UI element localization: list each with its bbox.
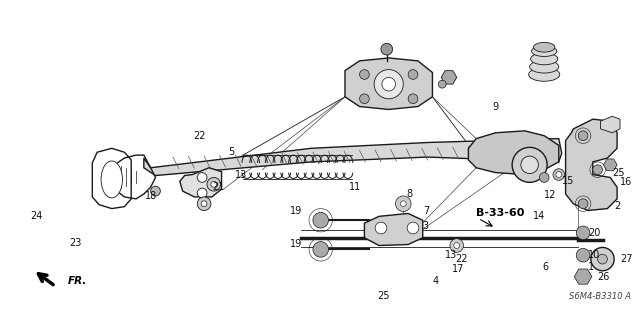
Polygon shape: [144, 139, 562, 175]
Polygon shape: [566, 119, 617, 211]
Text: 24: 24: [31, 211, 43, 221]
Text: 19: 19: [291, 206, 303, 217]
Text: 5: 5: [228, 147, 234, 157]
Polygon shape: [468, 131, 559, 174]
Circle shape: [381, 43, 392, 55]
Text: 13: 13: [235, 170, 248, 180]
Text: 18: 18: [145, 191, 157, 201]
Circle shape: [313, 212, 328, 228]
Text: 7: 7: [423, 206, 429, 217]
Circle shape: [578, 131, 588, 141]
Circle shape: [578, 199, 588, 209]
Polygon shape: [180, 168, 221, 197]
Circle shape: [201, 201, 207, 207]
Circle shape: [576, 249, 590, 262]
Text: 26: 26: [598, 271, 610, 282]
Text: FR.: FR.: [68, 277, 88, 286]
Circle shape: [598, 254, 607, 264]
Text: 15: 15: [562, 176, 574, 186]
Text: 27: 27: [620, 254, 632, 264]
Circle shape: [591, 248, 614, 271]
Circle shape: [454, 242, 460, 249]
Text: 20: 20: [588, 228, 600, 238]
Text: 17: 17: [452, 264, 464, 274]
Circle shape: [593, 165, 602, 174]
Text: 25: 25: [378, 291, 390, 301]
Circle shape: [150, 186, 161, 196]
Circle shape: [211, 182, 217, 187]
Circle shape: [197, 173, 207, 182]
Circle shape: [450, 239, 463, 252]
Text: 22: 22: [455, 254, 467, 264]
Text: 25: 25: [612, 167, 625, 178]
Ellipse shape: [532, 46, 557, 56]
Ellipse shape: [529, 68, 560, 81]
Circle shape: [438, 80, 446, 88]
Text: 22: 22: [193, 131, 205, 141]
Circle shape: [521, 156, 538, 174]
Text: 19: 19: [291, 239, 303, 249]
Text: 8: 8: [406, 189, 412, 199]
Text: 11: 11: [349, 182, 361, 192]
Text: 2: 2: [614, 201, 620, 211]
Polygon shape: [604, 159, 617, 171]
Circle shape: [382, 78, 396, 91]
Text: 23: 23: [70, 238, 82, 248]
Ellipse shape: [534, 42, 555, 52]
Circle shape: [408, 94, 418, 104]
Text: 13: 13: [445, 250, 458, 260]
Circle shape: [207, 177, 221, 191]
Circle shape: [313, 241, 328, 257]
Circle shape: [375, 222, 387, 234]
Circle shape: [360, 94, 369, 104]
Text: 3: 3: [423, 221, 429, 231]
Circle shape: [360, 70, 369, 79]
Circle shape: [408, 70, 418, 79]
Polygon shape: [441, 70, 457, 84]
Polygon shape: [600, 116, 620, 133]
Circle shape: [374, 70, 403, 99]
Ellipse shape: [531, 53, 558, 65]
Ellipse shape: [530, 60, 559, 73]
Circle shape: [197, 188, 207, 198]
Text: 10: 10: [588, 250, 600, 260]
Circle shape: [401, 201, 406, 207]
Circle shape: [197, 197, 211, 211]
Circle shape: [576, 226, 590, 240]
Text: B-33-60: B-33-60: [476, 208, 525, 219]
Circle shape: [553, 169, 564, 180]
Text: 12: 12: [544, 190, 557, 200]
Text: 21: 21: [212, 182, 224, 192]
Circle shape: [396, 196, 411, 211]
Text: 14: 14: [533, 211, 545, 221]
Text: S6M4-B3310 A: S6M4-B3310 A: [568, 292, 630, 300]
Circle shape: [556, 172, 562, 177]
Text: 6: 6: [542, 262, 548, 272]
Circle shape: [540, 173, 549, 182]
Circle shape: [512, 147, 547, 182]
Text: 1: 1: [588, 262, 594, 272]
Polygon shape: [574, 269, 592, 284]
Ellipse shape: [101, 161, 122, 198]
Polygon shape: [345, 58, 433, 109]
Text: 16: 16: [620, 177, 632, 187]
Text: 4: 4: [433, 277, 438, 286]
Circle shape: [407, 222, 419, 234]
Polygon shape: [364, 213, 423, 246]
Text: 9: 9: [493, 101, 499, 112]
